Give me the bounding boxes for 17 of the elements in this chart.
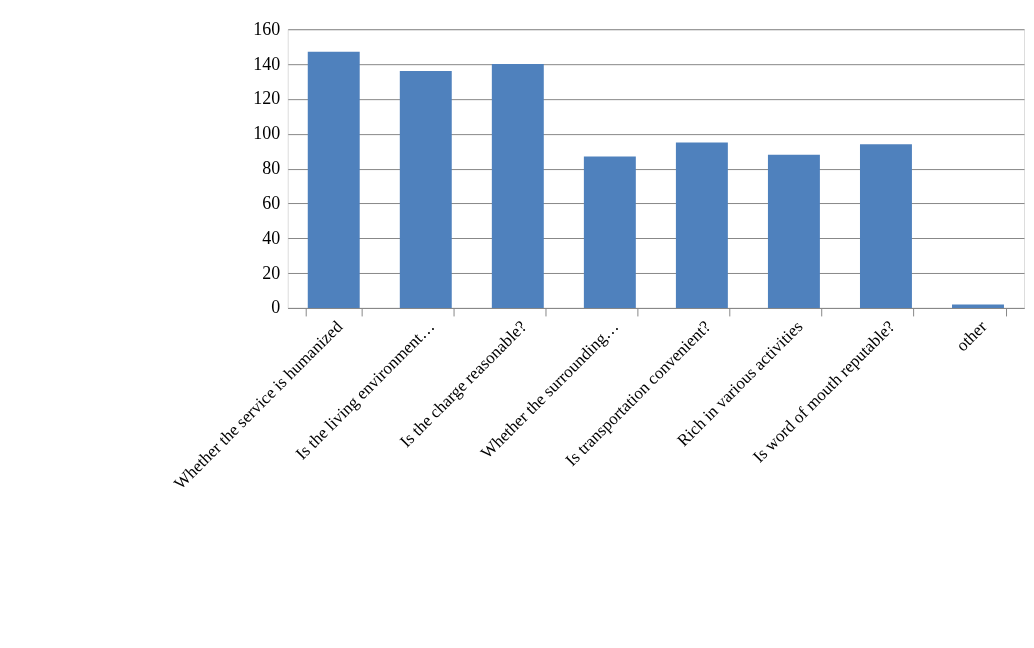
- y-tick-label: 140: [253, 53, 281, 74]
- bar: [675, 142, 728, 308]
- bar: [767, 154, 820, 308]
- bar: [583, 156, 636, 308]
- y-tick-label: 120: [253, 88, 281, 109]
- bar: [952, 304, 1004, 308]
- y-tick-label: 60: [262, 192, 281, 213]
- bar: [307, 51, 360, 308]
- y-tick-label: 100: [253, 123, 281, 144]
- y-tick-label: 20: [262, 262, 281, 283]
- y-tick-label: 40: [262, 227, 281, 248]
- bar: [399, 71, 452, 308]
- bar: [859, 144, 912, 308]
- bar: [491, 64, 544, 308]
- y-tick-label: 80: [262, 158, 281, 179]
- y-tick-label: 0: [271, 297, 281, 318]
- y-tick-label: 160: [253, 18, 281, 39]
